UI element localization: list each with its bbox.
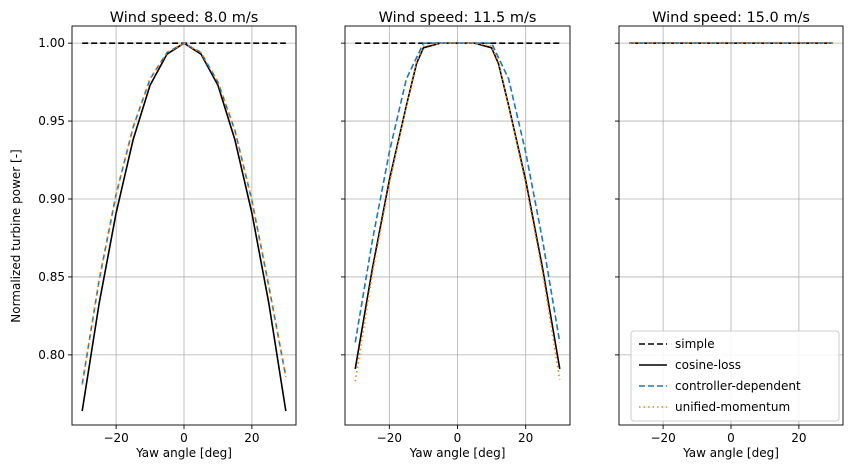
panel-1: −20 0 20 0.80 0.85 0.90 0.95 1.00 Wind speed: 8.…	[38, 10, 297, 460]
legend: simple cosine-loss controller-dependent uni…	[630, 330, 840, 422]
legend-label-unified-momentum: unified-momentum	[675, 400, 790, 414]
legend-box	[630, 330, 840, 422]
series-group	[81, 42, 287, 412]
y-tick-label: 1.00	[38, 36, 65, 50]
x-tick-label: 0	[180, 431, 188, 445]
panel-title: Wind speed: 11.5 m/s	[379, 10, 537, 26]
panel-3: −20 0 20 Wind speed: 15.0 m/s Yaw angle [deg…	[615, 10, 844, 460]
panel-title: Wind speed: 15.0 m/s	[652, 10, 810, 26]
panel-title: Wind speed: 8.0 m/s	[110, 10, 259, 26]
y-tick-label: 0.90	[38, 192, 65, 206]
x-tick-label: −20	[650, 431, 675, 445]
x-tick-label: −20	[103, 431, 128, 445]
legend-label-simple: simple	[675, 337, 715, 351]
panel-2: −20 0 20 Wind speed: 11.5 m/s Yaw angle [deg…	[341, 10, 571, 460]
legend-label-controller-dependent: controller-dependent	[675, 379, 801, 393]
y-tick-label: 0.85	[38, 270, 65, 284]
series-group	[354, 42, 561, 382]
x-tick-label: 20	[244, 431, 259, 445]
series-line-unified-momentum	[81, 42, 287, 385]
x-axis-label: Yaw angle [deg]	[682, 446, 779, 460]
legend-label-cosine-loss: cosine-loss	[675, 358, 741, 372]
series-line-controller-dependent	[354, 42, 561, 343]
x-tick-label: −20	[377, 431, 402, 445]
y-tick-label: 0.80	[38, 348, 65, 362]
x-tick-label: 20	[791, 431, 806, 445]
y-axis-label: Normalized turbine power [-]	[9, 149, 23, 322]
x-axis-label: Yaw angle [deg]	[135, 446, 232, 460]
y-tick-label: 0.95	[38, 114, 65, 128]
x-tick-label: 20	[518, 431, 533, 445]
x-tick-label: 0	[727, 431, 735, 445]
x-tick-label: 0	[454, 431, 462, 445]
x-axis-label: Yaw angle [deg]	[409, 446, 506, 460]
